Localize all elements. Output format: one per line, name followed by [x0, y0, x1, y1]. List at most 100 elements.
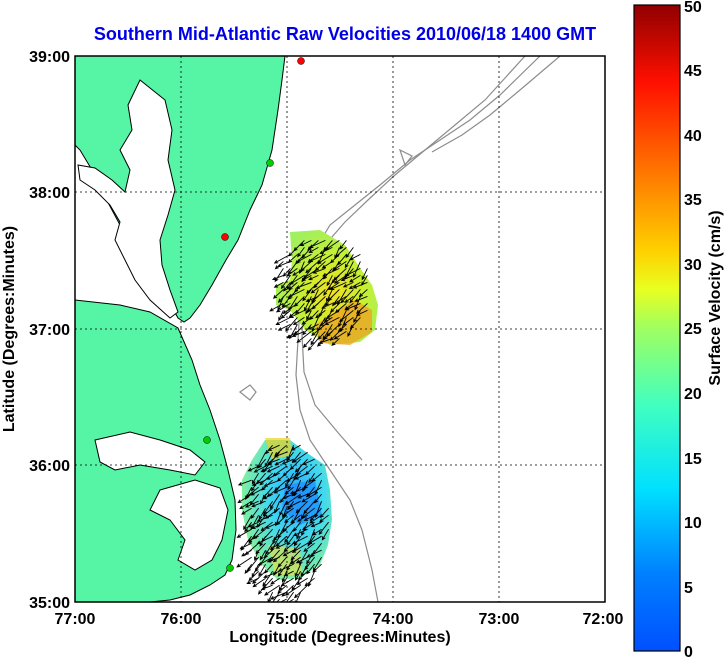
velocity-arrow — [250, 486, 266, 496]
velocity-arrow — [264, 563, 273, 574]
plot-frame — [74, 55, 606, 603]
velocity-arrow — [348, 253, 361, 261]
velocity-arrow — [292, 528, 308, 537]
velocity-arrow — [333, 268, 347, 281]
velocity-arrow — [237, 479, 252, 486]
velocity-arrow — [344, 302, 361, 311]
velocity-arrow — [308, 239, 326, 248]
velocity-arrow — [340, 274, 354, 282]
x-tick-label: 76:00 — [161, 611, 202, 628]
velocity-arrow — [252, 570, 266, 585]
velocity-arrow — [260, 584, 273, 591]
velocity-arrow — [272, 289, 284, 299]
velocity-arrow — [284, 584, 301, 596]
velocity-arrow — [273, 486, 287, 494]
velocity-arrow — [311, 528, 322, 536]
x-tick-label: 77:00 — [55, 611, 96, 628]
station-marker — [221, 233, 229, 241]
velocity-arrow — [311, 324, 326, 337]
velocity-arrow — [314, 480, 323, 496]
velocity-arrow — [293, 584, 308, 599]
velocity-arrow — [354, 295, 368, 303]
velocity-arrow — [277, 584, 287, 594]
velocity-arrow — [311, 317, 319, 333]
velocity-arrow — [303, 542, 315, 552]
x-axis: 77:00 76:00 75:00 74:00 73:00 72:00 Long… — [55, 611, 624, 646]
velocity-arrow — [264, 584, 280, 596]
velocity-arrow — [273, 254, 291, 264]
velocity-arrow — [354, 296, 361, 311]
pamlico-sound — [149, 479, 229, 571]
velocity-arrow — [275, 542, 287, 549]
velocity-arrow — [247, 521, 259, 528]
velocity-arrow — [246, 577, 259, 584]
velocity-arrow — [334, 275, 347, 284]
grid-lines — [75, 56, 605, 602]
velocity-arrow — [289, 275, 305, 285]
velocity-arrow — [281, 296, 291, 308]
velocity-arrow — [239, 500, 252, 510]
velocity-arrow — [269, 591, 287, 600]
velocity-arrow — [306, 303, 319, 313]
velocity-arrow — [353, 261, 361, 278]
colorbar-tick: 0 — [684, 644, 693, 659]
colorbar-tick: 35 — [684, 192, 702, 209]
colorbar-tick: 20 — [684, 386, 702, 403]
y-axis-label: Latitude (Degrees:Minutes) — [1, 226, 18, 432]
station-marker — [226, 564, 234, 572]
velocity-arrow — [279, 501, 288, 516]
velocity-arrow — [247, 535, 259, 542]
velocity-arrow — [305, 303, 312, 315]
velocity-arrow — [236, 528, 252, 538]
velocity-arrow — [302, 324, 312, 336]
velocity-arrow — [260, 465, 273, 473]
velocity-arrow — [308, 274, 319, 281]
velocity-arrow — [266, 472, 280, 480]
velocity-arrow — [292, 317, 305, 326]
chart-title: Southern Mid-Atlantic Raw Velocities 201… — [93, 24, 597, 44]
velocity-arrow — [241, 549, 252, 557]
velocity-arrow — [319, 514, 329, 523]
velocity-arrow — [287, 479, 294, 491]
velocity-arrow — [344, 296, 354, 304]
velocity-arrow — [270, 591, 280, 602]
velocity-arrow — [257, 458, 266, 469]
velocity-arrow — [252, 577, 266, 588]
velocity-arrows — [236, 239, 368, 602]
velocity-arrow — [306, 310, 312, 321]
velocity-arrow — [236, 556, 252, 568]
velocity-arrow — [267, 458, 280, 465]
velocity-arrow — [296, 529, 302, 540]
velocity-arrow — [237, 493, 252, 504]
velocity-arrow — [319, 317, 333, 327]
x-axis-label: Longitude (Degrees:Minutes) — [229, 629, 450, 646]
velocity-arrow — [287, 288, 305, 298]
velocity-arrow — [307, 535, 322, 545]
velocity-arrow — [277, 289, 291, 303]
velocity-arrow — [290, 444, 301, 451]
velocity-arrow — [299, 239, 312, 247]
velocity-arrow — [318, 337, 333, 345]
x-tick-label: 75:00 — [267, 611, 308, 628]
velocity-arrow — [331, 338, 340, 347]
colorbar-tick: 45 — [684, 63, 702, 80]
velocity-arrow — [251, 500, 266, 508]
velocity-arrow — [256, 535, 273, 544]
velocity-arrow — [281, 571, 288, 583]
velocity-arrow — [310, 331, 319, 346]
velocity-arrow — [313, 493, 322, 504]
velocity-arrow — [280, 577, 294, 587]
colorbar-tick: 40 — [684, 128, 702, 145]
velocity-arrow — [302, 289, 312, 302]
velocity-arrow — [321, 302, 333, 309]
y-axis: 39:00 38:00 37:00 36:00 35:00 Latitude (… — [1, 49, 70, 612]
velocity-arrow — [329, 281, 347, 290]
colorbar-tick: 25 — [684, 321, 702, 338]
velocity-arrow — [312, 267, 326, 274]
velocity-arrow — [248, 570, 259, 582]
chesapeake-bay — [77, 79, 179, 319]
velocity-arrow — [272, 529, 281, 545]
velocity-arrow — [273, 451, 287, 458]
velocity-arrow — [277, 563, 287, 577]
velocity-arrow — [284, 591, 294, 602]
